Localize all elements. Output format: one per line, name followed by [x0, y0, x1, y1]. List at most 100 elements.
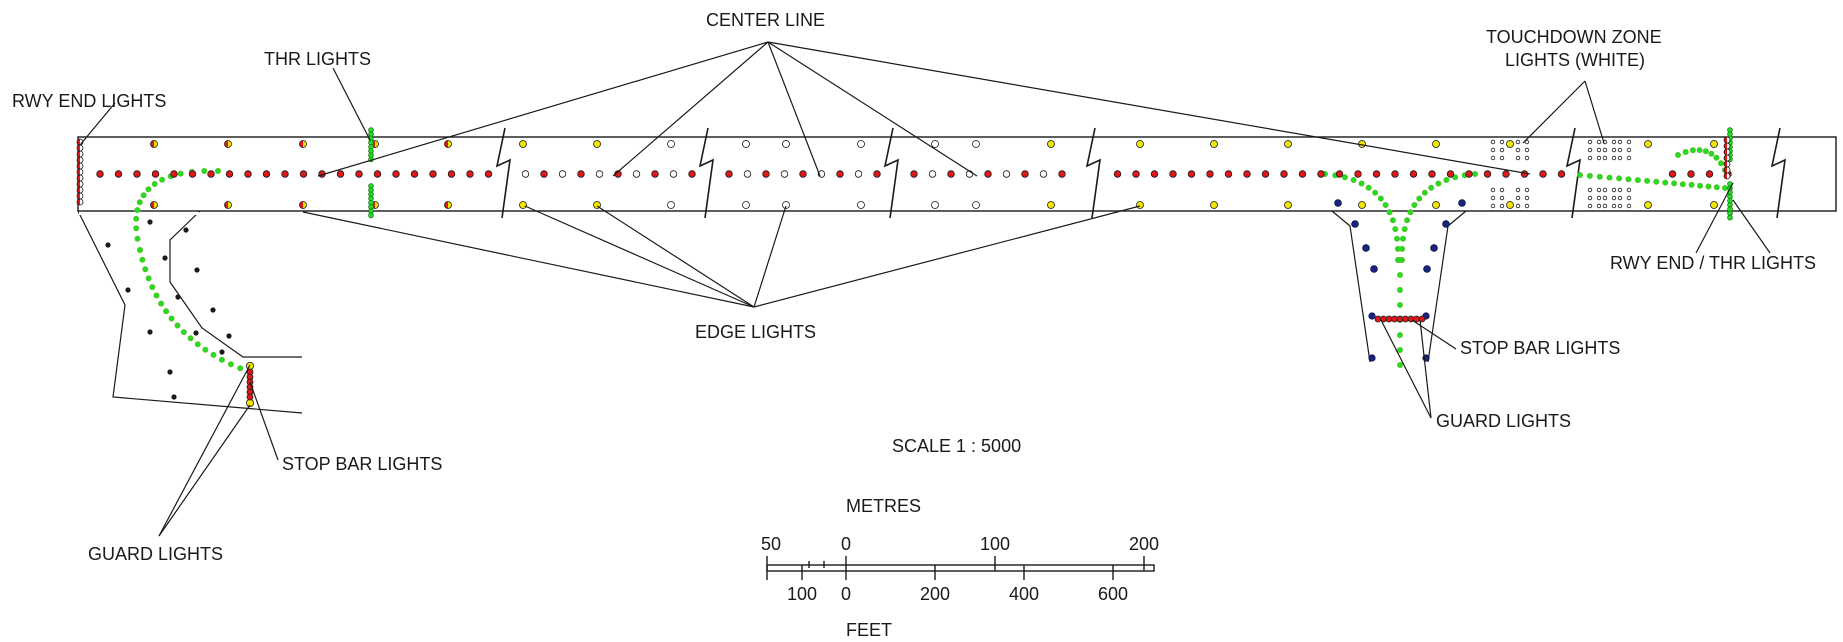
- touchdown-zone-light: [1499, 195, 1505, 201]
- taxiway-edge-light: [175, 294, 181, 300]
- guard-light: [245, 361, 254, 370]
- centerline-light: [577, 170, 585, 178]
- taxiway-centerline-light: [1341, 174, 1348, 181]
- taxiway-centerline-light: [1644, 177, 1651, 184]
- taxiway-centerline-light: [210, 351, 217, 358]
- edge-light: [667, 201, 675, 209]
- taxiway-edge-light: [125, 287, 131, 293]
- edge-light: [1358, 201, 1366, 209]
- edge-light: [857, 140, 865, 148]
- taxiway-centerline-light: [1397, 256, 1404, 263]
- edge-light: [1136, 201, 1144, 209]
- edge-light: [519, 201, 527, 209]
- runway-end-light: [76, 156, 84, 164]
- guard-lights-label-left: GUARD LIGHTS: [88, 544, 223, 564]
- centerline-light: [1483, 170, 1492, 178]
- taxiway-edge-light: [171, 394, 177, 400]
- taxiway-centerline-light: [180, 329, 187, 336]
- touchdown-zone-light: [1515, 195, 1521, 201]
- centerline-light: [1224, 170, 1233, 178]
- touchdown-zone-light: [1611, 147, 1617, 153]
- edge-light: [299, 201, 307, 209]
- edge-light: [742, 201, 750, 209]
- taxiway-centerline-light: [202, 346, 209, 353]
- centerline-light: [133, 170, 141, 178]
- taxiway-centerline-light: [1365, 184, 1372, 191]
- edge-light: [667, 140, 675, 148]
- feet-tick-label: 600: [1098, 584, 1128, 604]
- runway-end-light: [76, 168, 84, 176]
- centerline-light: [910, 170, 918, 178]
- centerline-light: [392, 170, 400, 178]
- edge-light: [224, 140, 232, 148]
- centerline-light: [799, 170, 807, 178]
- taxiway-centerline-light: [151, 180, 158, 187]
- scale-bar-ticks: [766, 556, 1145, 580]
- taxiway-centerline-light: [194, 341, 201, 348]
- taxiway-centerline-light: [1400, 235, 1407, 242]
- right-taxiway-outline: [1331, 210, 1467, 363]
- centerline-light: [873, 170, 881, 178]
- taxiway-centerline-light: [1421, 189, 1428, 196]
- centerline-light: [725, 170, 733, 178]
- touchdown-zone-light: [1490, 147, 1496, 153]
- centerline-light: [1058, 170, 1066, 178]
- taxiway-centerline-light: [1586, 172, 1593, 179]
- centerline-light: [447, 170, 456, 178]
- taxiway-edge-light: [1362, 244, 1370, 252]
- taxiway-centerline-light: [227, 361, 234, 368]
- taxiway-centerline-light: [136, 246, 143, 253]
- centerline-light: [1465, 170, 1473, 178]
- touchdown-zone-light: [1611, 203, 1617, 209]
- centerline-light: [1705, 170, 1714, 178]
- metres-tick-label: 200: [1129, 534, 1159, 554]
- centerline-light: [1317, 170, 1325, 178]
- feet-tick-label: 200: [920, 584, 950, 604]
- taxiway-centerline-light: [163, 308, 170, 315]
- stop-bar-light: [1374, 315, 1382, 323]
- edge-light: [742, 140, 750, 148]
- threshold-light: [1727, 214, 1733, 221]
- taxiway-centerline-light: [1397, 301, 1404, 308]
- edge-light: [1284, 140, 1292, 148]
- centerline-light: [281, 170, 289, 178]
- centerline-light: [688, 170, 696, 178]
- taxiway-centerline-light: [214, 167, 221, 174]
- centerline-light: [1039, 170, 1048, 178]
- touchdown-zone-light: [1587, 195, 1593, 201]
- runway-end-light: [76, 174, 84, 182]
- runway-end-light: [76, 198, 84, 206]
- feet-tick-label: 0: [841, 584, 851, 604]
- metres-tick-label: 0: [841, 534, 851, 554]
- guard-light: [245, 398, 254, 407]
- taxiway-centerline-light: [134, 235, 141, 242]
- centerline-light: [762, 170, 770, 178]
- centerline-light: [96, 170, 104, 178]
- taxiway-centerline-light: [1722, 184, 1729, 191]
- centerline-light: [836, 170, 844, 178]
- touchdown-zone-label-line2: LIGHTS (WHITE): [1505, 50, 1645, 70]
- edge-light: [931, 140, 939, 148]
- edge-light: [444, 201, 452, 209]
- touchdown-zone-light: [1596, 147, 1602, 153]
- touchdown-zone-light: [1617, 195, 1623, 201]
- taxiway-centerline-light: [139, 256, 146, 263]
- centerline-light: [1150, 170, 1159, 178]
- centerline-light: [984, 170, 992, 178]
- taxiway-centerline-light: [136, 199, 143, 206]
- runway-end-light: [1723, 160, 1731, 168]
- runway-end-light: [76, 192, 84, 200]
- touchdown-zone-light: [1524, 155, 1530, 161]
- centerline-light: [1261, 170, 1270, 178]
- touchdown-zone-light: [1515, 155, 1521, 161]
- centerline-light: [466, 170, 474, 178]
- taxiway-centerline-light: [1386, 209, 1393, 216]
- taxiway-edge-light: [210, 307, 216, 313]
- runway-edge-lights: [150, 140, 1718, 209]
- metres-tick-label: 50: [761, 534, 781, 554]
- centerline-light: [1243, 170, 1251, 178]
- taxiway-centerline-light: [1713, 184, 1720, 191]
- centerline-light: [1002, 170, 1011, 178]
- centerline-light: [1372, 170, 1381, 178]
- guard-light: [1368, 312, 1376, 320]
